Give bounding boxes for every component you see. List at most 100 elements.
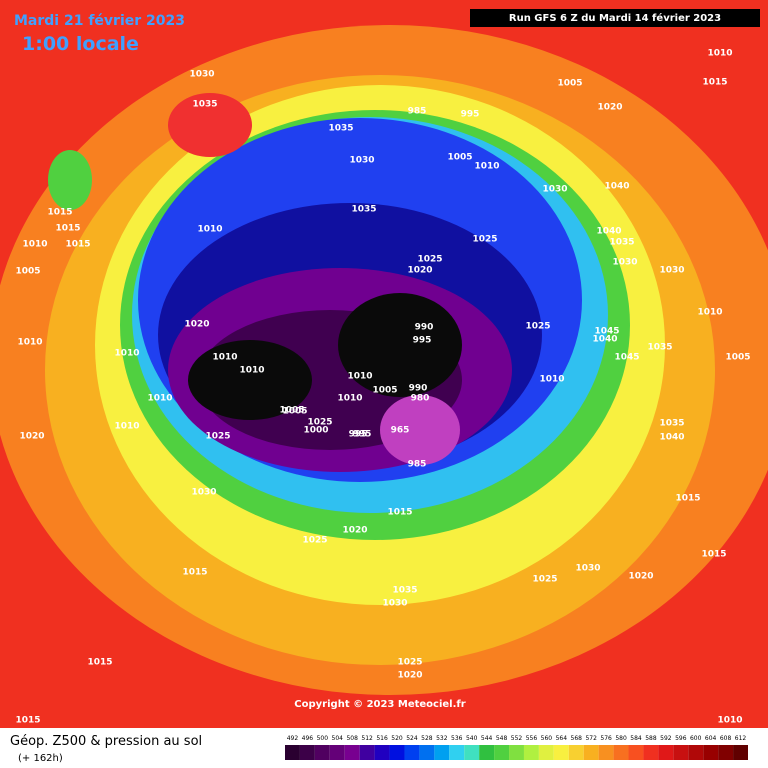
pressure-label: 1035 [192,100,217,110]
pressure-label: 1030 [191,488,216,498]
pressure-label: 1020 [628,572,653,582]
legend-swatch [314,745,330,760]
legend-swatch [643,745,659,760]
pressure-label: 1015 [65,240,90,250]
legend-label: 612 [735,735,747,742]
legend-label: 492 [287,735,299,742]
copyright: Copyright © 2023 Meteociel.fr [294,699,465,710]
legend-swatch [568,745,584,760]
legend-swatch [479,745,495,760]
legend-label: 544 [481,735,493,742]
pressure-label: 1040 [604,182,629,192]
pressure-label: 1030 [659,266,684,276]
pressure-label: 1005 [557,79,582,89]
pressure-label: 995 [349,430,368,440]
legend-label: 540 [466,735,478,742]
pressure-label: 1010 [717,716,742,726]
pressure-label: 1010 [697,308,722,318]
legend-swatch [464,745,480,760]
legend-label: 496 [302,735,314,742]
pressure-label: 1020 [19,432,44,442]
pressure-label: 1015 [47,208,72,218]
legend-label: 564 [556,735,568,742]
pressure-label: 1010 [17,338,42,348]
pressure-label: 1010 [147,394,172,404]
pressure-label: 1035 [659,419,684,429]
pressure-label: 1030 [382,599,407,609]
legend-label: 500 [317,735,329,742]
legend-swatch [598,745,614,760]
valid-date: Mardi 21 février 2023 [14,13,185,29]
pressure-label: 1015 [55,224,80,234]
pressure-label: 1020 [407,266,432,276]
map-background [0,0,768,728]
legend-swatch [404,745,420,760]
legend-label: 508 [346,735,358,742]
legend-label: 524 [406,735,418,742]
pressure-label: 1015 [15,716,40,726]
legend-label: 512 [361,735,373,742]
run-info: Run GFS 6 Z du Mardi 14 février 2023 [509,12,721,24]
pressure-label: 1005 [282,407,307,417]
legend-swatch [299,745,315,760]
pressure-label: 990 [409,384,428,394]
legend-label: 584 [630,735,642,742]
pressure-label: 1010 [197,225,222,235]
legend-swatch [613,745,629,760]
legend-label: 536 [451,735,463,742]
pressure-label: 1005 [447,153,472,163]
legend-swatch [389,745,405,760]
pressure-label: 1010 [114,349,139,359]
pressure-label: 1040 [592,335,617,345]
pressure-label: 1010 [22,240,47,250]
pressure-label: 985 [408,107,427,117]
legend-label: 604 [705,735,717,742]
pressure-label: 1005 [15,267,40,277]
pressure-label: 1040 [659,433,684,443]
pressure-label: 1010 [212,353,237,363]
legend-swatch [583,745,599,760]
pressure-label: 1010 [239,366,264,376]
pressure-label: 1020 [184,320,209,330]
pressure-label: 1045 [594,327,619,337]
pressure-label: 1045 [614,353,639,363]
legend-label: 600 [690,735,702,742]
pressure-label: 1030 [349,156,374,166]
local-time: 1:00 locale [22,33,139,55]
legend-label: 572 [585,735,597,742]
pressure-label: 1005 [725,353,750,363]
pressure-label: 1010 [337,394,362,404]
pressure-label: 1015 [182,568,207,578]
legend-swatch [344,745,360,760]
pressure-label: 990 [415,323,434,333]
legend-swatch [359,745,375,760]
pressure-label: 1025 [532,575,557,585]
pressure-label: 1020 [397,671,422,681]
lead-time: (+ 162h) [18,753,63,764]
legend-swatch [374,745,390,760]
pressure-label: 995 [353,430,372,440]
legend-label: 520 [391,735,403,742]
pressure-label: 1020 [342,526,367,536]
pressure-label: 1025 [417,255,442,265]
legend-label: 568 [571,735,583,742]
pressure-label: 980 [411,394,430,404]
legend-swatch [419,745,435,760]
legend-label: 552 [511,735,523,742]
pressure-label: 995 [461,110,480,120]
legend-label: 592 [660,735,672,742]
legend-label: 596 [675,735,687,742]
legend-swatch [285,745,300,760]
legend-label: 532 [436,735,448,742]
legend-swatch [449,745,465,760]
pressure-label: 1025 [307,418,332,428]
pressure-label: 1015 [387,508,412,518]
legend-swatch [703,745,719,760]
legend-swatch [523,745,539,760]
run-banner [470,9,760,27]
pressure-label: 1030 [542,185,567,195]
legend-swatch [434,745,450,760]
pressure-label: 1030 [612,258,637,268]
